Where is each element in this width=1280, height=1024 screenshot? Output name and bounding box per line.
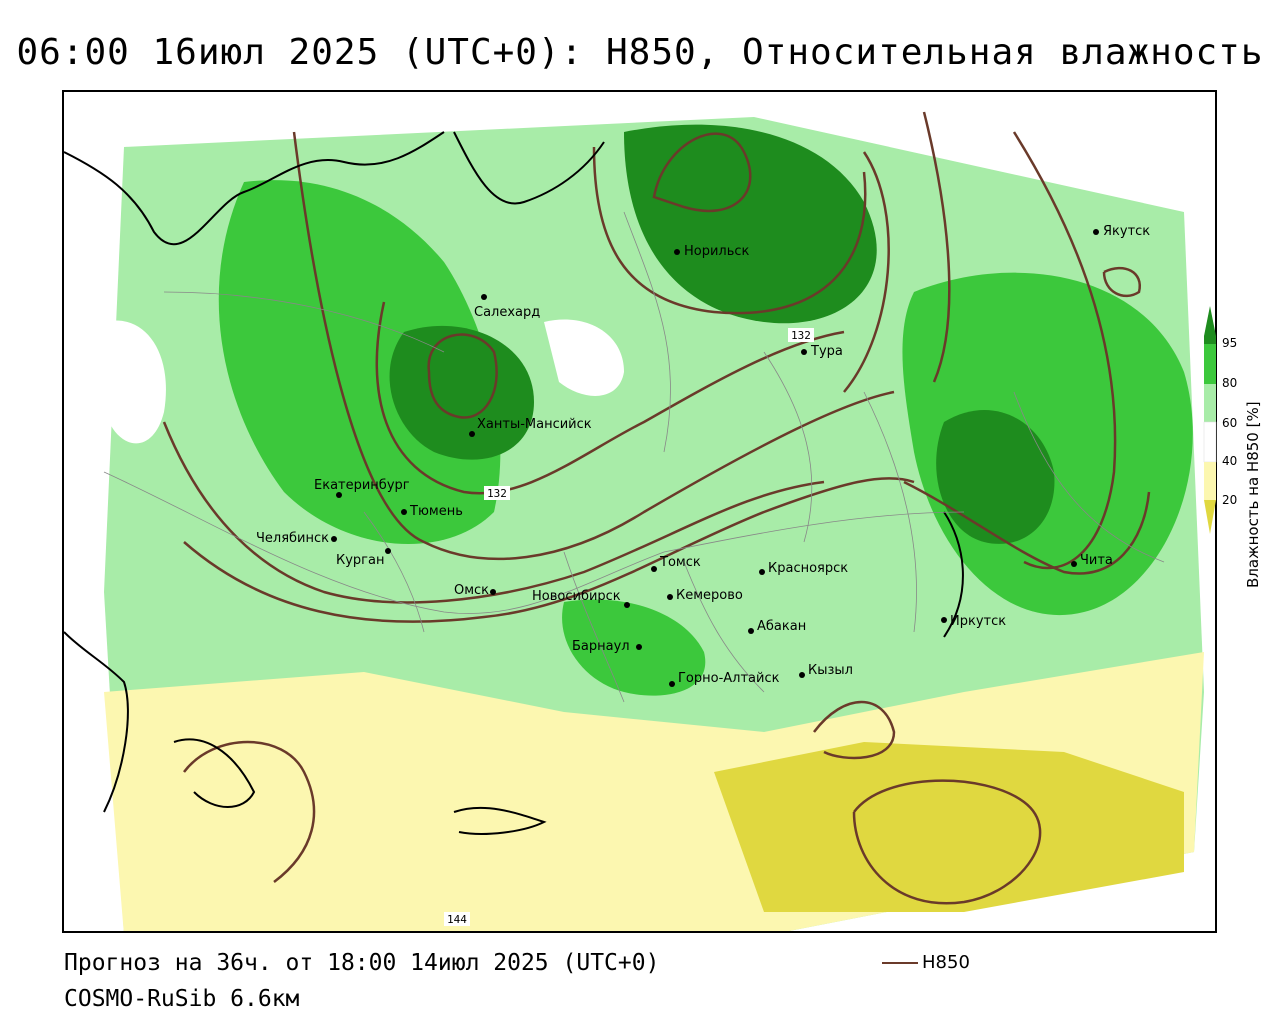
- city-label: Якутск: [1103, 224, 1150, 239]
- city-tyumen: Тюмень: [401, 504, 463, 519]
- city-label: Курган: [336, 553, 384, 568]
- city-label: Красноярск: [768, 561, 848, 576]
- colorbar: [1203, 306, 1217, 534]
- humidity-map: 132 132 144: [64, 111, 1204, 931]
- clear-area-1: [104, 320, 166, 444]
- colorbar-tick: 40: [1222, 454, 1238, 468]
- colorbar-band-95: [1204, 336, 1216, 344]
- moist-region-west: [218, 180, 501, 545]
- city-label: Абакан: [757, 619, 806, 634]
- colorbar-tick: 20: [1222, 493, 1238, 507]
- city-omsk: Омск: [454, 583, 496, 598]
- city-gorno-altaysk: Горно-Алтайск: [669, 671, 780, 687]
- map-title: 06:00 16июл 2025 (UTC+0): H850, Относите…: [16, 32, 1264, 73]
- clear-area-2: [544, 319, 624, 396]
- city-chita: Чита: [1071, 553, 1113, 568]
- city-layer: Норильск Якутск Салехард Тура Ханты-Манс…: [256, 224, 1150, 687]
- city-tomsk: Томск: [651, 555, 701, 572]
- model-name: COSMO-RuSib 6.6км: [64, 986, 300, 1012]
- colorbar-band-20: [1204, 462, 1216, 500]
- city-label: Иркутск: [950, 614, 1006, 629]
- city-label: Норильск: [684, 244, 750, 259]
- city-label: Барнаул: [572, 639, 630, 654]
- city-krasnoyarsk: Красноярск: [759, 561, 848, 576]
- coastlines: [64, 131, 964, 835]
- contour-labels: 132 132 144: [444, 328, 814, 926]
- city-yakutsk: Якутск: [1093, 224, 1150, 239]
- contour-legend-line: [882, 961, 918, 964]
- city-label: Челябинск: [256, 531, 329, 546]
- contour-label-132-a: 132: [791, 329, 811, 342]
- moist-region-north: [624, 124, 877, 324]
- colorbar-top-arrow: [1204, 306, 1216, 336]
- colorbar-bottom-arrow: [1204, 500, 1216, 534]
- map-area[interactable]: 132 132 144 Нориль: [62, 90, 1217, 933]
- contour-label-144: 144: [447, 913, 467, 926]
- city-kemerovo: Кемерово: [667, 588, 743, 603]
- city-label: Екатеринбург: [314, 478, 410, 493]
- contour-legend-label: H850: [922, 952, 970, 973]
- city-irkutsk: Иркутск: [941, 614, 1006, 629]
- colorbar-title: Влажность на H850 [%]: [1244, 401, 1262, 588]
- colorbar-tick: 60: [1222, 416, 1238, 430]
- region-borders: [103, 211, 1165, 703]
- city-label: Тюмень: [409, 504, 463, 519]
- colorbar-band-40: [1203, 421, 1217, 463]
- city-kyzyl: Кызыл: [799, 663, 853, 678]
- city-label: Салехард: [474, 305, 540, 320]
- city-novosibirsk: Новосибирск: [532, 589, 630, 608]
- colorbar-band-60: [1204, 384, 1216, 422]
- city-tura: Тура: [801, 344, 843, 359]
- very-dry-zone: [714, 742, 1184, 912]
- city-label: Чита: [1080, 553, 1113, 568]
- contour-label-132-b: 132: [487, 487, 507, 500]
- moist-region-south: [562, 599, 706, 696]
- city-label: Тура: [810, 344, 843, 359]
- city-ekaterinburg: Екатеринбург: [314, 478, 410, 498]
- city-label: Горно-Алтайск: [678, 671, 780, 686]
- contour-legend: H850: [882, 952, 970, 973]
- city-kurgan: Курган: [336, 548, 391, 568]
- city-label: Ханты-Мансийск: [477, 417, 592, 432]
- city-abakan: Абакан: [748, 619, 806, 634]
- city-barnaul: Барнаул: [572, 639, 642, 654]
- city-label: Кызыл: [808, 663, 853, 678]
- moist-region-east-core: [936, 410, 1055, 544]
- moist-region-center: [389, 325, 534, 460]
- city-salekhard: Салехард: [474, 294, 540, 320]
- forecast-info: Прогноз на 36ч. от 18:00 14июл 2025 (UTC…: [64, 950, 660, 976]
- city-norilsk: Норильск: [674, 244, 750, 259]
- city-chelyabinsk: Челябинск: [256, 531, 337, 546]
- city-label: Новосибирск: [532, 589, 621, 604]
- city-label: Томск: [659, 555, 701, 570]
- city-label: Кемерово: [676, 588, 743, 603]
- colorbar-band-80: [1204, 344, 1216, 384]
- colorbar-tick: 80: [1222, 376, 1238, 390]
- h850-contours: [162, 111, 1151, 905]
- colorbar-tick: 95: [1222, 336, 1238, 350]
- city-khanty-mansiysk: Ханты-Мансийск: [469, 417, 592, 437]
- city-label: Омск: [454, 583, 489, 598]
